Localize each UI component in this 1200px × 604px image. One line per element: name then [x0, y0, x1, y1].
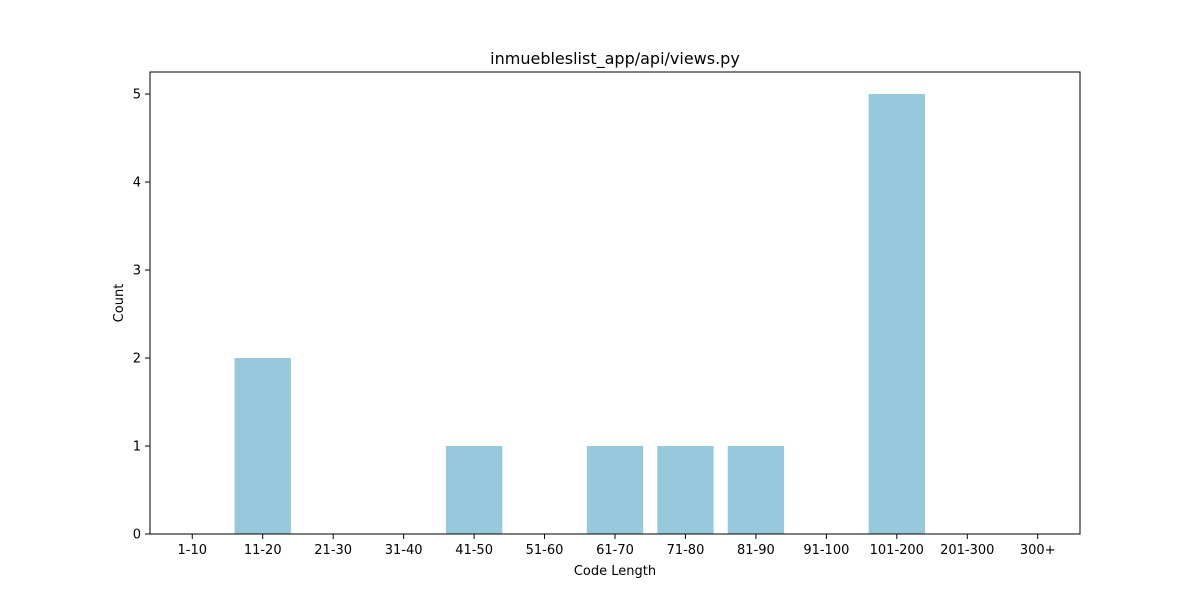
- x-tick-label: 61-70: [596, 543, 634, 558]
- x-tick-label: 71-80: [667, 543, 705, 558]
- bars-layer: [234, 94, 925, 534]
- x-tick-label: 81-90: [737, 543, 775, 558]
- bar-71-80: [657, 446, 714, 534]
- bar-61-70: [586, 446, 644, 534]
- y-tick-label: 0: [133, 528, 141, 543]
- x-axis-label: Code Length: [574, 564, 656, 579]
- y-tick-label: 1: [133, 440, 141, 455]
- x-tick-label: 31-40: [385, 543, 423, 558]
- x-tick-label: 11-20: [244, 543, 282, 558]
- bar-41-50: [445, 446, 503, 534]
- chart-title: inmuebleslist_app/api/views.py: [490, 49, 740, 69]
- x-tick-label: 21-30: [314, 543, 352, 558]
- y-tick-label: 4: [133, 176, 141, 191]
- x-tick-label: 51-60: [526, 543, 564, 558]
- bar-81-90: [727, 446, 785, 534]
- y-axis-label: Count: [112, 284, 127, 323]
- x-tick-label: 201-300: [940, 543, 994, 558]
- x-tick-label: 300+: [1020, 543, 1056, 558]
- x-tick-label: 101-200: [870, 543, 924, 558]
- bar-11-20: [234, 358, 291, 534]
- y-tick-label: 5: [133, 88, 141, 103]
- y-tick-label: 2: [133, 352, 141, 367]
- x-tick-label: 91-100: [803, 543, 849, 558]
- x-tick-label: 41-50: [455, 543, 493, 558]
- y-tick-label: 3: [133, 264, 141, 279]
- axes-layer: 1-10 11-20 21-30 31-40 41-50 51-60 61-70 71-80 8…: [133, 71, 1081, 558]
- x-tick-label: 1-10: [178, 543, 208, 558]
- bar-101-200: [868, 94, 925, 534]
